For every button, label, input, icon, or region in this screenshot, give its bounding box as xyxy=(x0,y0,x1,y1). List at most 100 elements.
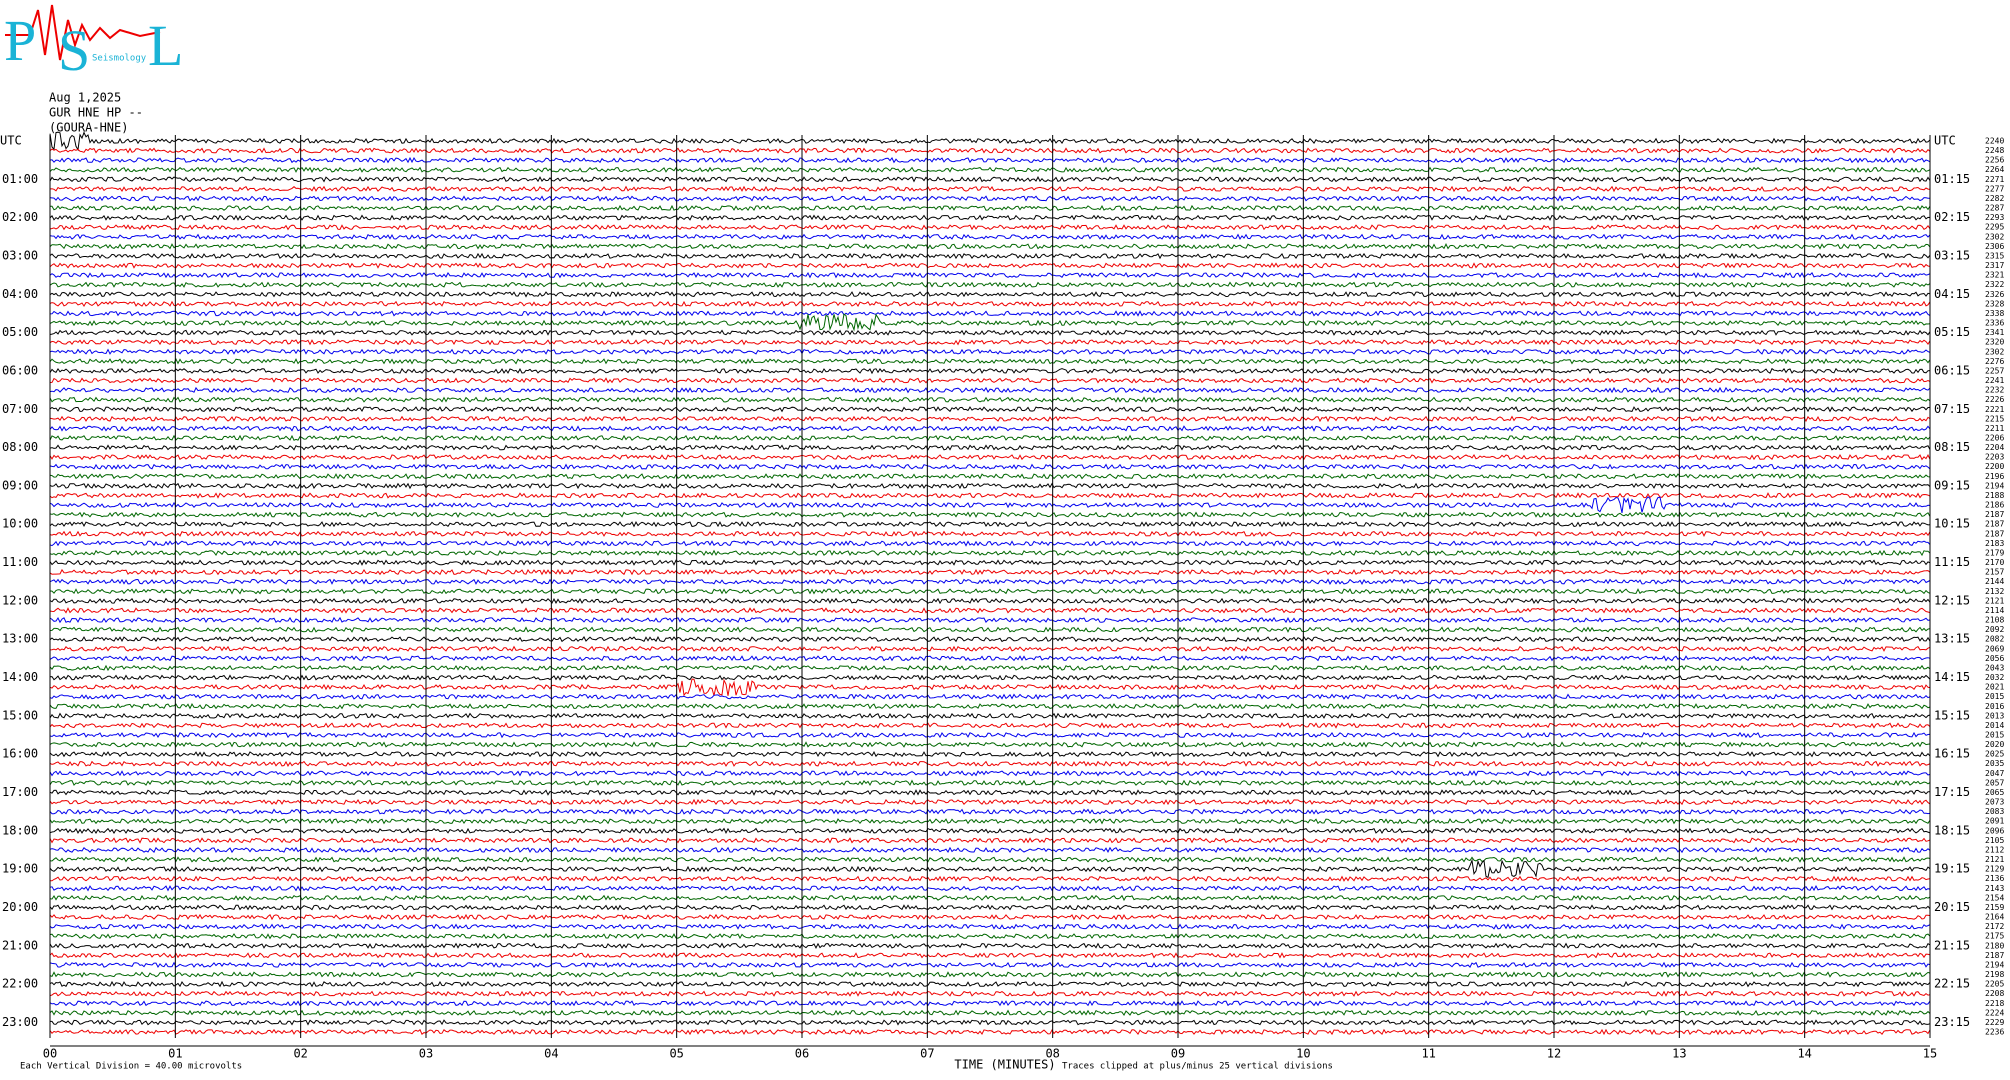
trace xyxy=(49,913,1931,921)
left-label: 11:00 xyxy=(2,555,38,569)
row-number: 2302 xyxy=(1985,232,2004,241)
row-number: 2132 xyxy=(1985,587,2004,596)
row-number: 2121 xyxy=(1985,855,2004,864)
trace xyxy=(49,875,1931,882)
row-number: 2256 xyxy=(1985,156,2004,165)
right-label: 13:15 xyxy=(1934,632,1970,646)
x-tick-label: 03 xyxy=(419,1047,433,1061)
row-number: 2187 xyxy=(1985,529,2004,538)
trace xyxy=(49,741,1931,748)
footer-left: Each Vertical Division = 40.00 microvolt… xyxy=(20,1062,242,1072)
left-label: 02:00 xyxy=(2,210,38,224)
left-label: 10:00 xyxy=(2,517,38,531)
row-number: 2287 xyxy=(1985,204,2004,213)
trace xyxy=(49,952,1931,959)
trace xyxy=(49,597,1931,605)
x-tick-label: 06 xyxy=(795,1047,809,1061)
trace xyxy=(49,300,1931,307)
right-label: 02:15 xyxy=(1934,210,1970,224)
row-number: 2172 xyxy=(1985,922,2004,931)
row-number: 2073 xyxy=(1985,798,2004,807)
trace xyxy=(49,990,1931,997)
row-number: 2096 xyxy=(1985,826,2004,835)
trace xyxy=(49,252,1931,260)
trace xyxy=(49,147,1931,154)
left-label: 19:00 xyxy=(2,862,38,876)
left-label: 04:00 xyxy=(2,287,38,301)
row-number: 2226 xyxy=(1985,395,2004,404)
trace xyxy=(49,722,1931,729)
trace xyxy=(49,588,1931,595)
trace xyxy=(50,204,1931,212)
row-number: 2208 xyxy=(1985,989,2004,998)
row-number: 2170 xyxy=(1985,558,2004,567)
row-number: 2021 xyxy=(1985,683,2004,692)
row-number: 2136 xyxy=(1985,874,2004,883)
trace xyxy=(49,1028,1931,1036)
row-number: 2057 xyxy=(1985,778,2004,787)
right-label: 22:15 xyxy=(1934,977,1970,991)
left-label: 13:00 xyxy=(2,632,38,646)
trace xyxy=(49,521,1931,528)
row-number: 2108 xyxy=(1985,616,2004,625)
row-number: 2218 xyxy=(1985,999,2004,1008)
right-label: 19:15 xyxy=(1934,862,1970,876)
row-number: 2187 xyxy=(1985,520,2004,529)
row-number: 2047 xyxy=(1985,769,2004,778)
row-number: 2065 xyxy=(1985,788,2004,797)
left-label: 20:00 xyxy=(2,900,38,914)
right-label: 05:15 xyxy=(1934,325,1970,339)
row-number: 2198 xyxy=(1985,970,2004,979)
trace xyxy=(49,348,1931,355)
row-number: 2194 xyxy=(1985,960,2004,969)
trace xyxy=(49,894,1931,902)
row-number: 2154 xyxy=(1985,893,2004,902)
row-number: 2121 xyxy=(1985,596,2004,605)
logo-letter: L xyxy=(148,13,183,78)
row-number: 2016 xyxy=(1985,702,2004,711)
right-label: 20:15 xyxy=(1934,900,1970,914)
trace xyxy=(49,607,1931,614)
row-number: 2180 xyxy=(1985,941,2004,950)
right-label: 12:15 xyxy=(1934,593,1970,607)
row-number: 2157 xyxy=(1985,568,2004,577)
row-number: 2129 xyxy=(1985,865,2004,874)
left-label: 22:00 xyxy=(2,977,38,991)
logo-caption: Seismology xyxy=(92,54,147,64)
x-tick-label: 05 xyxy=(669,1047,683,1061)
row-number: 2015 xyxy=(1985,692,2004,701)
x-tick-label: 11 xyxy=(1421,1047,1435,1061)
trace xyxy=(49,338,1931,346)
trace xyxy=(49,195,1930,202)
row-number: 2164 xyxy=(1985,913,2004,922)
trace xyxy=(49,313,1931,332)
row-number: 2043 xyxy=(1985,663,2004,672)
row-number: 2025 xyxy=(1985,750,2004,759)
row-number: 2194 xyxy=(1985,481,2004,490)
logo-letter: S xyxy=(58,18,90,83)
trace xyxy=(49,243,1931,250)
row-number: 2328 xyxy=(1985,299,2004,308)
trace xyxy=(49,664,1931,672)
row-number: 2215 xyxy=(1985,414,2004,423)
trace xyxy=(49,425,1931,432)
right-label: 03:15 xyxy=(1934,248,1970,262)
x-tick-label: 00 xyxy=(43,1047,57,1061)
trace xyxy=(49,856,1931,863)
trace xyxy=(49,406,1930,413)
x-tick-label: 15 xyxy=(1923,1047,1937,1061)
row-number: 2032 xyxy=(1985,673,2004,682)
trace xyxy=(49,156,1931,164)
trace xyxy=(49,808,1931,815)
trace xyxy=(50,1019,1931,1026)
row-number: 2105 xyxy=(1985,836,2004,845)
left-label: 16:00 xyxy=(2,747,38,761)
row-number: 2224 xyxy=(1985,1008,2004,1017)
row-number: 2175 xyxy=(1985,932,2004,941)
left-label: 09:00 xyxy=(2,478,38,492)
row-number: 2159 xyxy=(1985,903,2004,912)
trace xyxy=(49,693,1931,700)
trace xyxy=(49,214,1931,221)
trace xyxy=(49,846,1931,854)
